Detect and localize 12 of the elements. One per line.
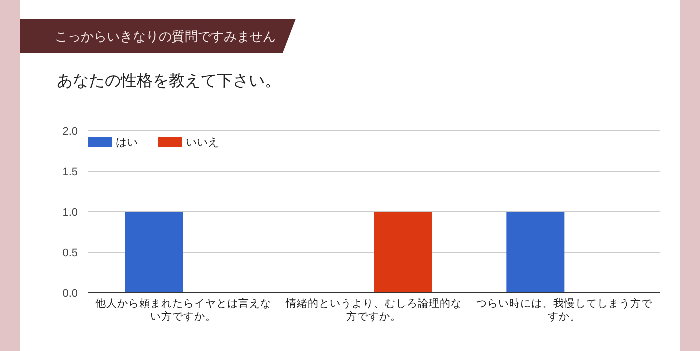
chart-title: こっからいきなりの質問ですみません	[55, 29, 276, 44]
chart-subtitle: あなたの性格を教えて下さい。	[57, 73, 281, 90]
x-tick-label: 情緒的というより、むしろ論理的な方ですか。	[285, 297, 462, 323]
legend-label: はい	[116, 137, 138, 149]
y-tick-label: 1.0	[62, 207, 78, 219]
y-tick-label: 2.0	[62, 126, 78, 138]
y-tick-label: 0.5	[62, 248, 78, 260]
x-tick-label: つらい時には、我慢してしまう方ですか。	[476, 297, 654, 323]
legend-label: いいえ	[186, 137, 219, 149]
x-tick-label: 他人から頼まれたらイヤとは言えない方ですか。	[95, 297, 272, 323]
y-tick-label: 1.5	[62, 166, 78, 178]
y-tick-label: 0.0	[62, 288, 78, 300]
